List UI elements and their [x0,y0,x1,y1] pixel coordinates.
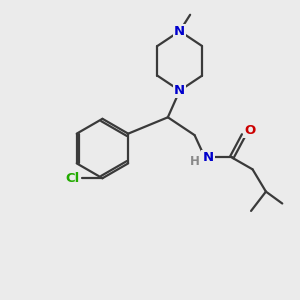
Text: H: H [190,155,200,168]
Text: N: N [174,84,185,97]
Text: Cl: Cl [66,172,80,185]
Text: O: O [244,124,255,137]
Text: N: N [174,25,185,38]
Text: N: N [202,151,214,164]
